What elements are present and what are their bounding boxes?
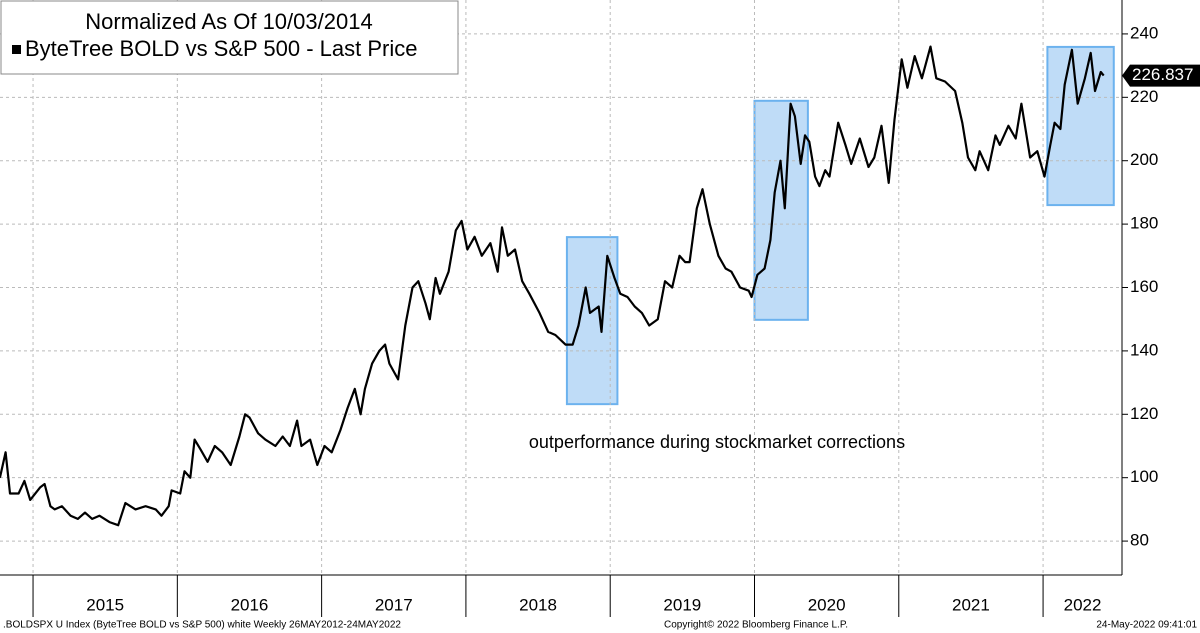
y-tick-label: 180 xyxy=(1130,214,1158,233)
y-tick-label: 100 xyxy=(1130,467,1158,486)
y-tick-label: 200 xyxy=(1130,150,1158,169)
x-tick-label: 2017 xyxy=(375,595,413,614)
x-tick-label: 2016 xyxy=(231,595,269,614)
y-tick-label: 160 xyxy=(1130,277,1158,296)
y-tick-label: 80 xyxy=(1130,531,1149,550)
legend-label: ByteTree BOLD vs S&P 500 - Last Price xyxy=(25,36,418,61)
x-tick-label: 2021 xyxy=(952,595,990,614)
footer-left: .BOLDSPX U Index (ByteTree BOLD vs S&P 5… xyxy=(3,620,401,631)
x-tick-label: 2019 xyxy=(663,595,701,614)
x-tick-label: 2020 xyxy=(808,595,846,614)
y-tick-label: 220 xyxy=(1130,87,1158,106)
highlight-box xyxy=(753,99,809,321)
price-line xyxy=(0,45,1105,527)
chart-title: Normalized As Of 10/03/2014 xyxy=(85,9,372,34)
footer-right: 24-May-2022 09:41:01 xyxy=(1096,620,1197,631)
x-tick-label: 2022 xyxy=(1064,595,1102,614)
plot-area xyxy=(0,0,1122,575)
last-value-label: 226.837 xyxy=(1132,65,1193,84)
legend-box xyxy=(0,0,459,75)
last-value-tag xyxy=(1122,64,1200,87)
highlight-box xyxy=(565,236,619,406)
x-tick-label: 2015 xyxy=(86,595,124,614)
y-tick-label: 120 xyxy=(1130,404,1158,423)
y-tick-label: 240 xyxy=(1130,23,1158,42)
y-tick-label: 140 xyxy=(1130,340,1158,359)
annotation: outperformance during stockmarket correc… xyxy=(529,432,905,452)
x-tick-label: 2018 xyxy=(519,595,557,614)
legend-swatch xyxy=(12,45,21,54)
footer-center: Copyright© 2022 Bloomberg Finance L.P. xyxy=(664,620,848,631)
